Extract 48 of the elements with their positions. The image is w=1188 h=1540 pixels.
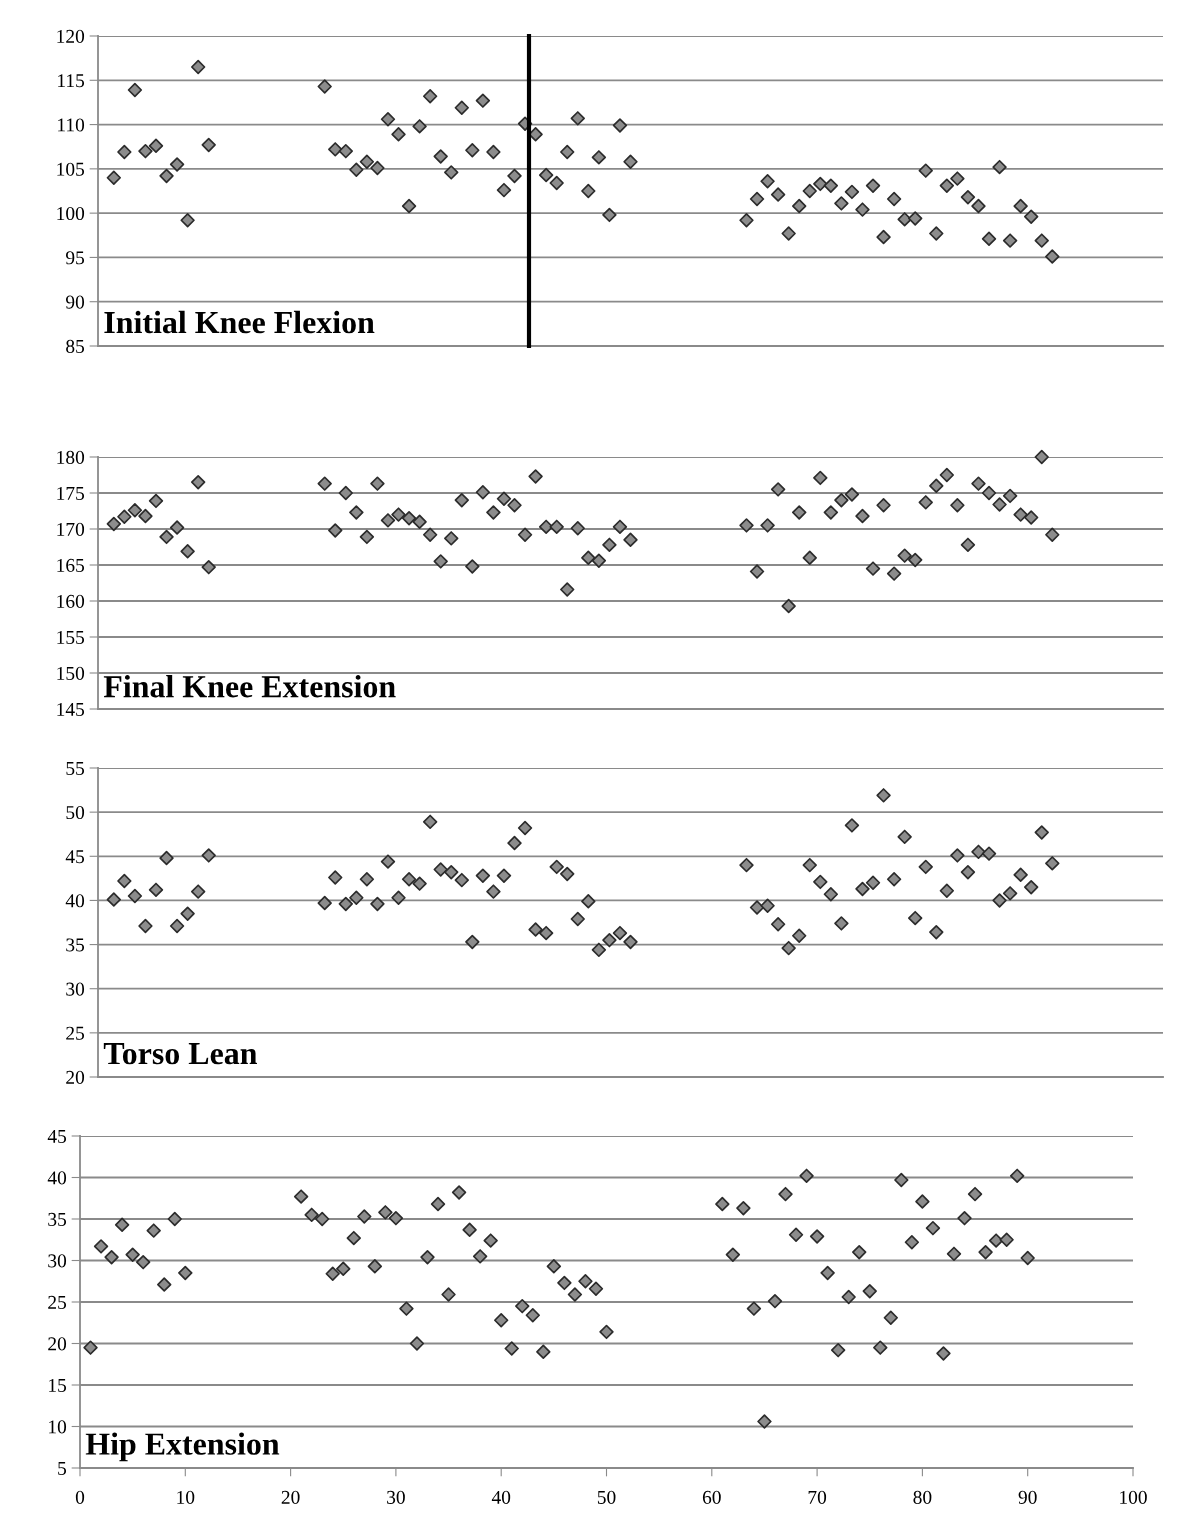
y-tick-label: 20	[66, 1070, 85, 1084]
y-tick-label: 50	[66, 805, 85, 820]
text: Final Knee Extension	[103, 674, 396, 698]
y-tick-label: 90	[65, 295, 85, 309]
y-tick-label: 30	[66, 982, 85, 996]
y-tick-label: 115	[58, 74, 85, 88]
y-tick-label: 145	[57, 702, 85, 716]
x-tick-label: 50	[597, 1490, 616, 1504]
x-tick-label: 10	[177, 1490, 195, 1504]
x-tick-label: 20	[281, 1490, 300, 1504]
y-tick-label: 175	[57, 486, 85, 500]
y-tick-label: 45	[65, 850, 85, 864]
x-tick-label: 40	[491, 1490, 511, 1504]
y-tick-label: 100	[57, 206, 85, 221]
y-tick-label: 160	[57, 594, 85, 608]
y-tick-label: 180	[57, 450, 85, 464]
y-tick-label: 45	[47, 1129, 67, 1143]
y-tick-label: 55	[66, 762, 85, 775]
text: Torso Lean	[103, 1043, 257, 1065]
y-tick-label: 110	[58, 118, 85, 132]
y-tick-label: 105	[57, 162, 85, 176]
y-tick-label: 150	[57, 666, 85, 680]
y-tick-label: 20	[48, 1337, 67, 1351]
x-tick-label: 100	[1120, 1490, 1147, 1504]
y-tick-label: 170	[57, 522, 85, 536]
y-tick-label: 155	[57, 630, 85, 644]
y-tick-label: 35	[48, 1212, 67, 1226]
x-tick-label: 60	[702, 1490, 721, 1504]
y-tick-label: 30	[48, 1254, 67, 1268]
text: Hip Extension	[85, 1432, 280, 1462]
y-tick-label: 40	[47, 1171, 67, 1185]
x-tick-label: 80	[913, 1490, 932, 1504]
y-tick-label: 40	[65, 894, 85, 908]
x-tick-label: 30	[387, 1490, 405, 1504]
y-tick-label: 10	[49, 1420, 67, 1434]
y-tick-label: 35	[66, 938, 85, 952]
text: Initial Knee Flexion	[104, 310, 375, 334]
y-tick-label: 120	[57, 29, 85, 43]
x-tick-label: 70	[808, 1490, 827, 1504]
y-tick-label: 25	[48, 1295, 67, 1309]
y-tick-label: 95	[65, 251, 85, 265]
x-tick-label: 90	[1018, 1490, 1037, 1504]
y-tick-label: 5	[58, 1462, 67, 1475]
x-tick-label: 0	[75, 1490, 85, 1504]
y-tick-label: 165	[57, 558, 85, 572]
y-tick-label: 15	[49, 1378, 67, 1392]
y-tick-label: 85	[66, 339, 85, 353]
y-tick-label: 25	[66, 1026, 85, 1040]
